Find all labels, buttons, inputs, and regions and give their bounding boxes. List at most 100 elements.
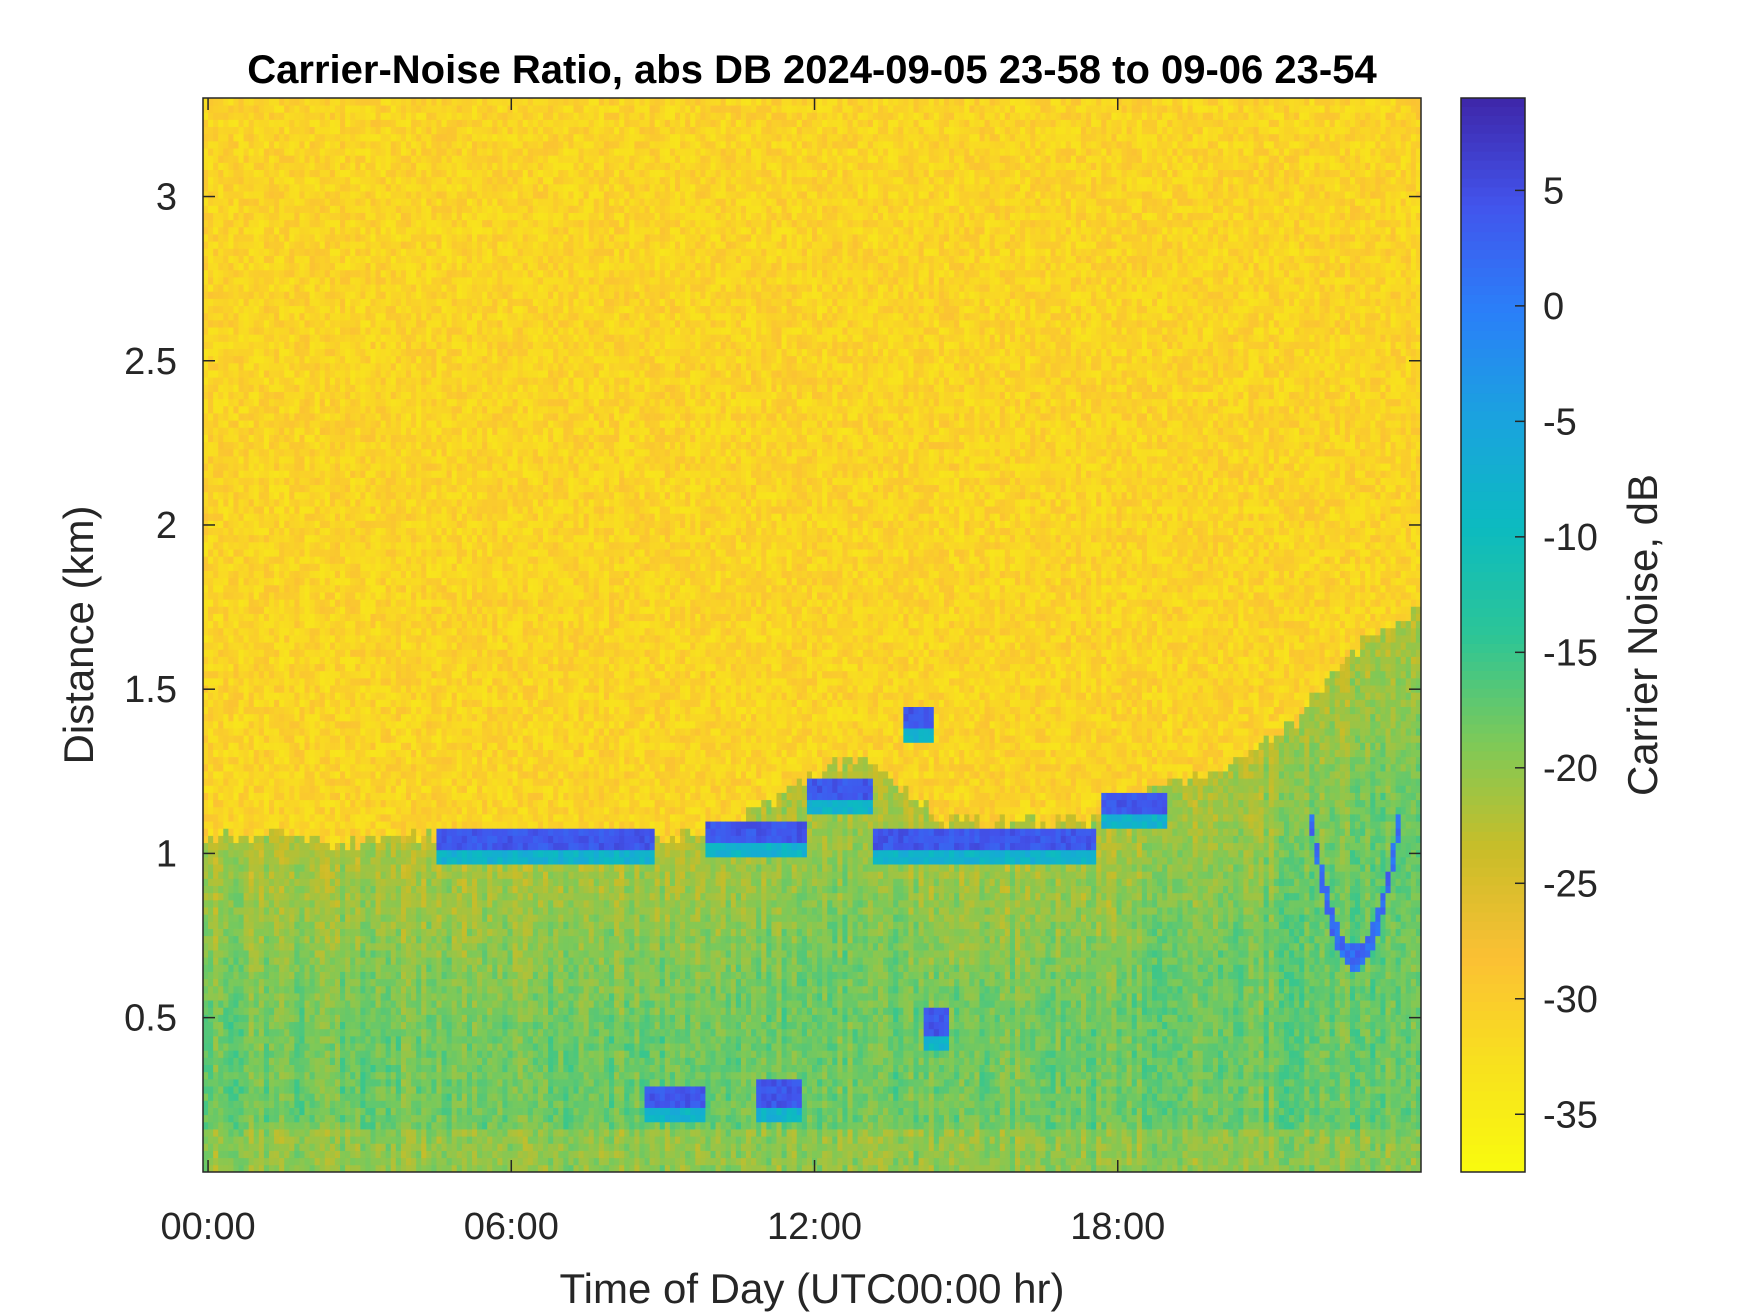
heatmap-cell xyxy=(264,893,269,901)
heatmap-cell xyxy=(244,119,249,127)
heatmap-cell xyxy=(233,707,238,715)
heatmap-cell xyxy=(325,828,330,836)
heatmap-cell xyxy=(203,699,208,707)
heatmap-cell xyxy=(208,334,213,342)
heatmap-cell xyxy=(325,1072,330,1080)
heatmap-cell xyxy=(279,878,284,886)
heatmap-cell xyxy=(218,184,223,192)
heatmap-cell xyxy=(233,334,238,342)
heatmap-cell xyxy=(208,1093,213,1101)
heatmap-cell xyxy=(259,263,264,271)
heatmap-cell xyxy=(305,213,310,221)
heatmap-cell xyxy=(320,370,325,378)
heatmap-cell xyxy=(305,800,310,808)
heatmap-cell xyxy=(289,871,294,879)
heatmap-cell xyxy=(228,542,233,550)
heatmap-cell xyxy=(284,1100,289,1108)
heatmap-cell xyxy=(239,614,244,622)
heatmap-cell xyxy=(269,1086,274,1094)
heatmap-cell xyxy=(264,714,269,722)
heatmap-cell xyxy=(269,628,274,636)
heatmap-cell xyxy=(279,707,284,715)
heatmap-cell xyxy=(269,764,274,772)
heatmap-cell xyxy=(269,320,274,328)
heatmap-cell xyxy=(284,750,289,758)
heatmap-cell xyxy=(269,112,274,120)
heatmap-cell xyxy=(269,363,274,371)
heatmap-cell xyxy=(289,1014,294,1022)
heatmap-cell xyxy=(305,750,310,758)
heatmap-cell xyxy=(289,1143,294,1151)
heatmap-cell xyxy=(284,313,289,321)
heatmap-cell xyxy=(249,306,254,314)
heatmap-cell xyxy=(315,191,320,199)
heatmap-cell xyxy=(213,893,218,901)
heatmap-cell xyxy=(208,141,213,149)
heatmap-cell xyxy=(305,664,310,672)
heatmap-cell xyxy=(249,914,254,922)
heatmap-cell xyxy=(325,1029,330,1037)
heatmap-cell xyxy=(269,585,274,593)
heatmap-cell xyxy=(279,198,284,206)
heatmap-cell xyxy=(244,757,249,765)
heatmap-cell xyxy=(289,535,294,543)
heatmap-cell xyxy=(264,234,269,242)
heatmap-cell xyxy=(249,957,254,965)
heatmap-cell xyxy=(239,98,244,106)
heatmap-cell xyxy=(279,191,284,199)
heatmap-cell xyxy=(233,234,238,242)
heatmap-cell xyxy=(274,406,279,414)
heatmap-cell xyxy=(299,656,304,664)
heatmap-cell xyxy=(310,349,315,357)
heatmap-cell xyxy=(203,435,208,443)
heatmap-cell xyxy=(223,707,228,715)
heatmap-cell xyxy=(223,1014,228,1022)
heatmap-cell xyxy=(289,929,294,937)
heatmap-cell xyxy=(320,234,325,242)
heatmap-cell xyxy=(315,105,320,113)
heatmap-cell xyxy=(264,134,269,142)
heatmap-cell xyxy=(259,477,264,485)
heatmap-cell xyxy=(264,162,269,170)
heatmap-cell xyxy=(299,392,304,400)
heatmap-cell xyxy=(269,943,274,951)
heatmap-cell xyxy=(274,685,279,693)
heatmap-cell xyxy=(239,850,244,858)
heatmap-cell xyxy=(228,606,233,614)
heatmap-cell xyxy=(218,1065,223,1073)
heatmap-cell xyxy=(284,384,289,392)
heatmap-cell xyxy=(264,814,269,822)
heatmap-cell xyxy=(249,227,254,235)
heatmap-cell xyxy=(259,470,264,478)
heatmap-cell xyxy=(299,642,304,650)
heatmap-cell xyxy=(315,499,320,507)
heatmap-cell xyxy=(213,112,218,120)
heatmap-cell xyxy=(218,349,223,357)
heatmap-cell xyxy=(239,542,244,550)
heatmap-cell xyxy=(213,714,218,722)
heatmap-cell xyxy=(259,950,264,958)
heatmap-cell xyxy=(299,1022,304,1030)
heatmap-cell xyxy=(213,943,218,951)
heatmap-cell xyxy=(203,635,208,643)
heatmap-cell xyxy=(284,241,289,249)
heatmap-cell xyxy=(284,828,289,836)
heatmap-cell xyxy=(289,413,294,421)
heatmap-cell xyxy=(203,248,208,256)
heatmap-cell xyxy=(294,592,299,600)
heatmap-cell xyxy=(203,213,208,221)
heatmap-cell xyxy=(289,356,294,364)
heatmap-cell xyxy=(294,413,299,421)
heatmap-cell xyxy=(233,893,238,901)
heatmap-cell xyxy=(320,1057,325,1065)
heatmap-cell xyxy=(203,707,208,715)
heatmap-cell xyxy=(254,1065,259,1073)
heatmap-cell xyxy=(305,492,310,500)
heatmap-cell xyxy=(213,549,218,557)
heatmap-cell xyxy=(239,907,244,915)
heatmap-cell xyxy=(223,635,228,643)
heatmap-cell xyxy=(310,506,315,514)
heatmap-cell xyxy=(325,871,330,879)
heatmap-cell xyxy=(299,384,304,392)
heatmap-cell xyxy=(269,184,274,192)
